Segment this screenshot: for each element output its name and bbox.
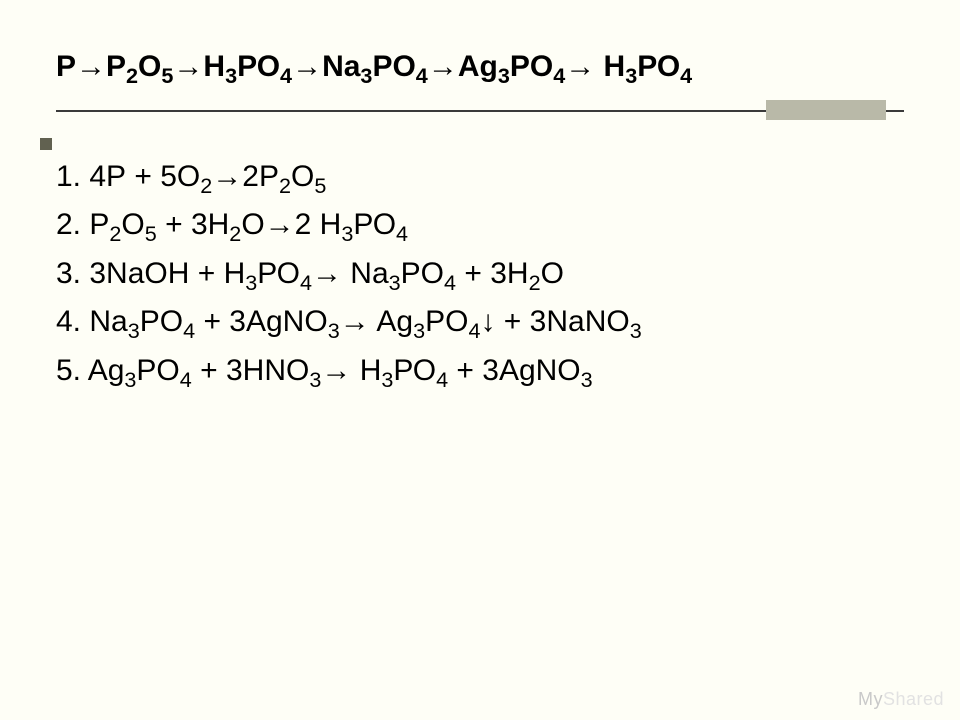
equation-row-4: 4. Na3PO4 + 3AgNO3→ Ag3PO4↓ + 3NaNO3 [56, 299, 904, 346]
slide-title: Р→Р2О5→Н3РО4→Na3PO4→Ag3PO4→ Н3РО4 [56, 48, 904, 86]
title-rule-block [766, 100, 886, 120]
equations-list: 1. 4Р + 5О2→2Р2О52. Р2О5 + 3Н2О→2 Н3РО43… [56, 154, 904, 395]
equation-row-1: 1. 4Р + 5О2→2Р2О5 [56, 154, 904, 201]
equation-row-5: 5. Ag3PO4 + 3HNO3→ Н3РО4 + 3AgNO3 [56, 348, 904, 395]
watermark-part2: Shared [883, 689, 944, 709]
watermark-part1: My [858, 689, 883, 709]
equation-row-3: 3. 3NaOH + Н3РО4→ Na3PO4 + 3Н2О [56, 251, 904, 298]
watermark: MyShared [858, 689, 944, 710]
title-rule [56, 100, 904, 128]
equation-row-2: 2. Р2О5 + 3Н2О→2 Н3РО4 [56, 202, 904, 249]
title-accent-square [40, 138, 52, 150]
slide: Р→Р2О5→Н3РО4→Na3PO4→Ag3PO4→ Н3РО4 1. 4Р … [0, 0, 960, 720]
